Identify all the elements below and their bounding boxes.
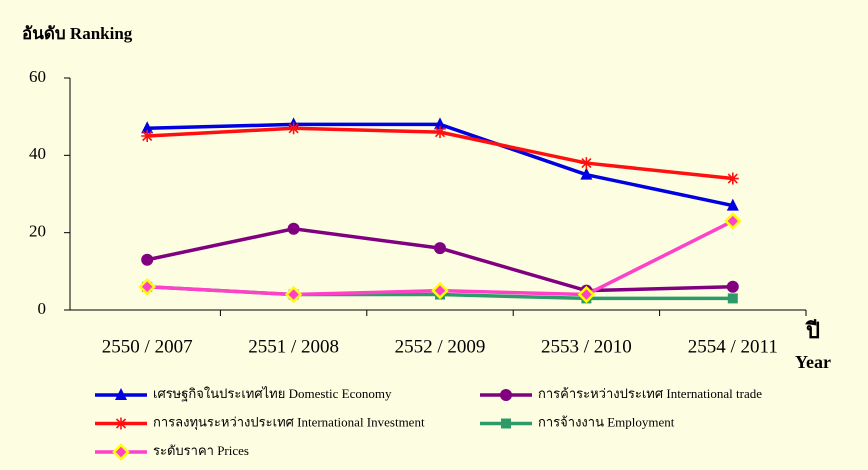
legend-marker [501, 418, 511, 429]
legend-label: การจ้างงาน Employment [538, 414, 675, 429]
data-point [724, 212, 742, 230]
y-tick-label: 20 [29, 222, 46, 241]
x-axis-label: ปี [805, 318, 820, 343]
legend-marker [115, 388, 127, 400]
x-tick-label: 2553 / 2010 [541, 336, 632, 357]
legend-marker [115, 417, 127, 430]
data-point [580, 167, 593, 180]
legend-marker [500, 389, 512, 401]
x-tick-label: 2554 / 2011 [688, 336, 778, 357]
chart-title: อันดับ Ranking [22, 24, 133, 43]
data-point [580, 157, 593, 170]
y-tick-label: 40 [29, 144, 46, 163]
data-point [141, 121, 154, 134]
data-point [138, 278, 156, 296]
y-tick-label: 60 [29, 67, 46, 86]
data-point [726, 172, 739, 185]
data-point [727, 293, 738, 304]
data-point [287, 122, 300, 135]
legend-label: เศรษฐกิจในประเทศไทย Domestic Economy [153, 386, 392, 402]
data-point [141, 130, 154, 142]
x-tick-label: 2550 / 2007 [102, 336, 193, 357]
data-point [726, 280, 739, 293]
legend-label: การค้าระหว่างประเทศ International trade [538, 386, 762, 401]
data-point [284, 285, 303, 304]
x-axis-label: Year [795, 352, 831, 372]
legend-marker [112, 443, 130, 461]
x-tick-label: 2552 / 2009 [395, 336, 486, 357]
data-point [434, 126, 446, 139]
legend-label: การลงทุนระหว่างประเทศ International Inve… [153, 414, 425, 430]
y-tick-label: 0 [38, 299, 47, 318]
data-point [431, 281, 449, 300]
data-point [287, 222, 300, 235]
legend-label: ระดับราคา Prices [153, 443, 249, 458]
data-point [434, 117, 446, 130]
data-point [434, 242, 446, 255]
x-tick-label: 2551 / 2008 [248, 336, 339, 357]
data-point [726, 198, 739, 211]
data-point [577, 285, 596, 304]
data-point [141, 253, 154, 266]
